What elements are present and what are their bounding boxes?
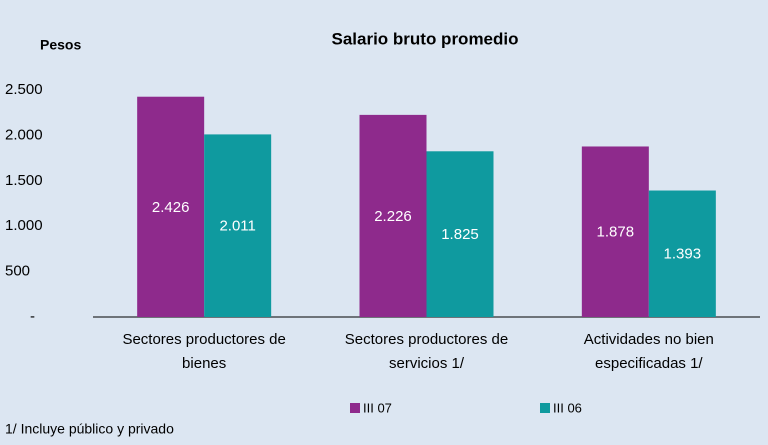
y-tick-label: 2.000 bbox=[5, 126, 43, 143]
bar bbox=[648, 190, 716, 317]
x-tick-label: Actividades no bien especificadas 1/ bbox=[583, 331, 714, 372]
y-tick-label: 500 bbox=[5, 263, 30, 280]
footnote: 1/ Incluye público y privado bbox=[5, 421, 174, 437]
y-tick-label: - bbox=[30, 308, 35, 325]
bar bbox=[581, 146, 649, 317]
value-label: 1.878 bbox=[597, 224, 635, 241]
bar bbox=[426, 151, 494, 317]
y-tick-label: 1.500 bbox=[5, 172, 43, 189]
value-label: 1.825 bbox=[441, 226, 479, 243]
value-label: 2.426 bbox=[152, 199, 190, 216]
x-tick-label: Sectores productores de servicios 1/ bbox=[344, 331, 509, 372]
legend-swatch bbox=[540, 403, 550, 413]
y-tick-label: 2.500 bbox=[5, 81, 43, 98]
value-label: 2.226 bbox=[374, 208, 412, 225]
chart-title: Salario bruto promedio bbox=[331, 29, 518, 48]
bar bbox=[359, 114, 427, 317]
bar bbox=[204, 134, 272, 317]
x-tick-label: Sectores productores de bienes bbox=[122, 331, 286, 372]
value-label: 2.011 bbox=[219, 218, 255, 235]
y-tick-label: 1.000 bbox=[5, 217, 43, 234]
legend-swatch bbox=[350, 403, 360, 413]
legend-label: III 06 bbox=[553, 400, 582, 415]
bar bbox=[137, 96, 205, 317]
value-label: 1.393 bbox=[664, 246, 702, 263]
legend-label: III 07 bbox=[363, 400, 392, 415]
y-axis-label: Pesos bbox=[40, 37, 81, 53]
